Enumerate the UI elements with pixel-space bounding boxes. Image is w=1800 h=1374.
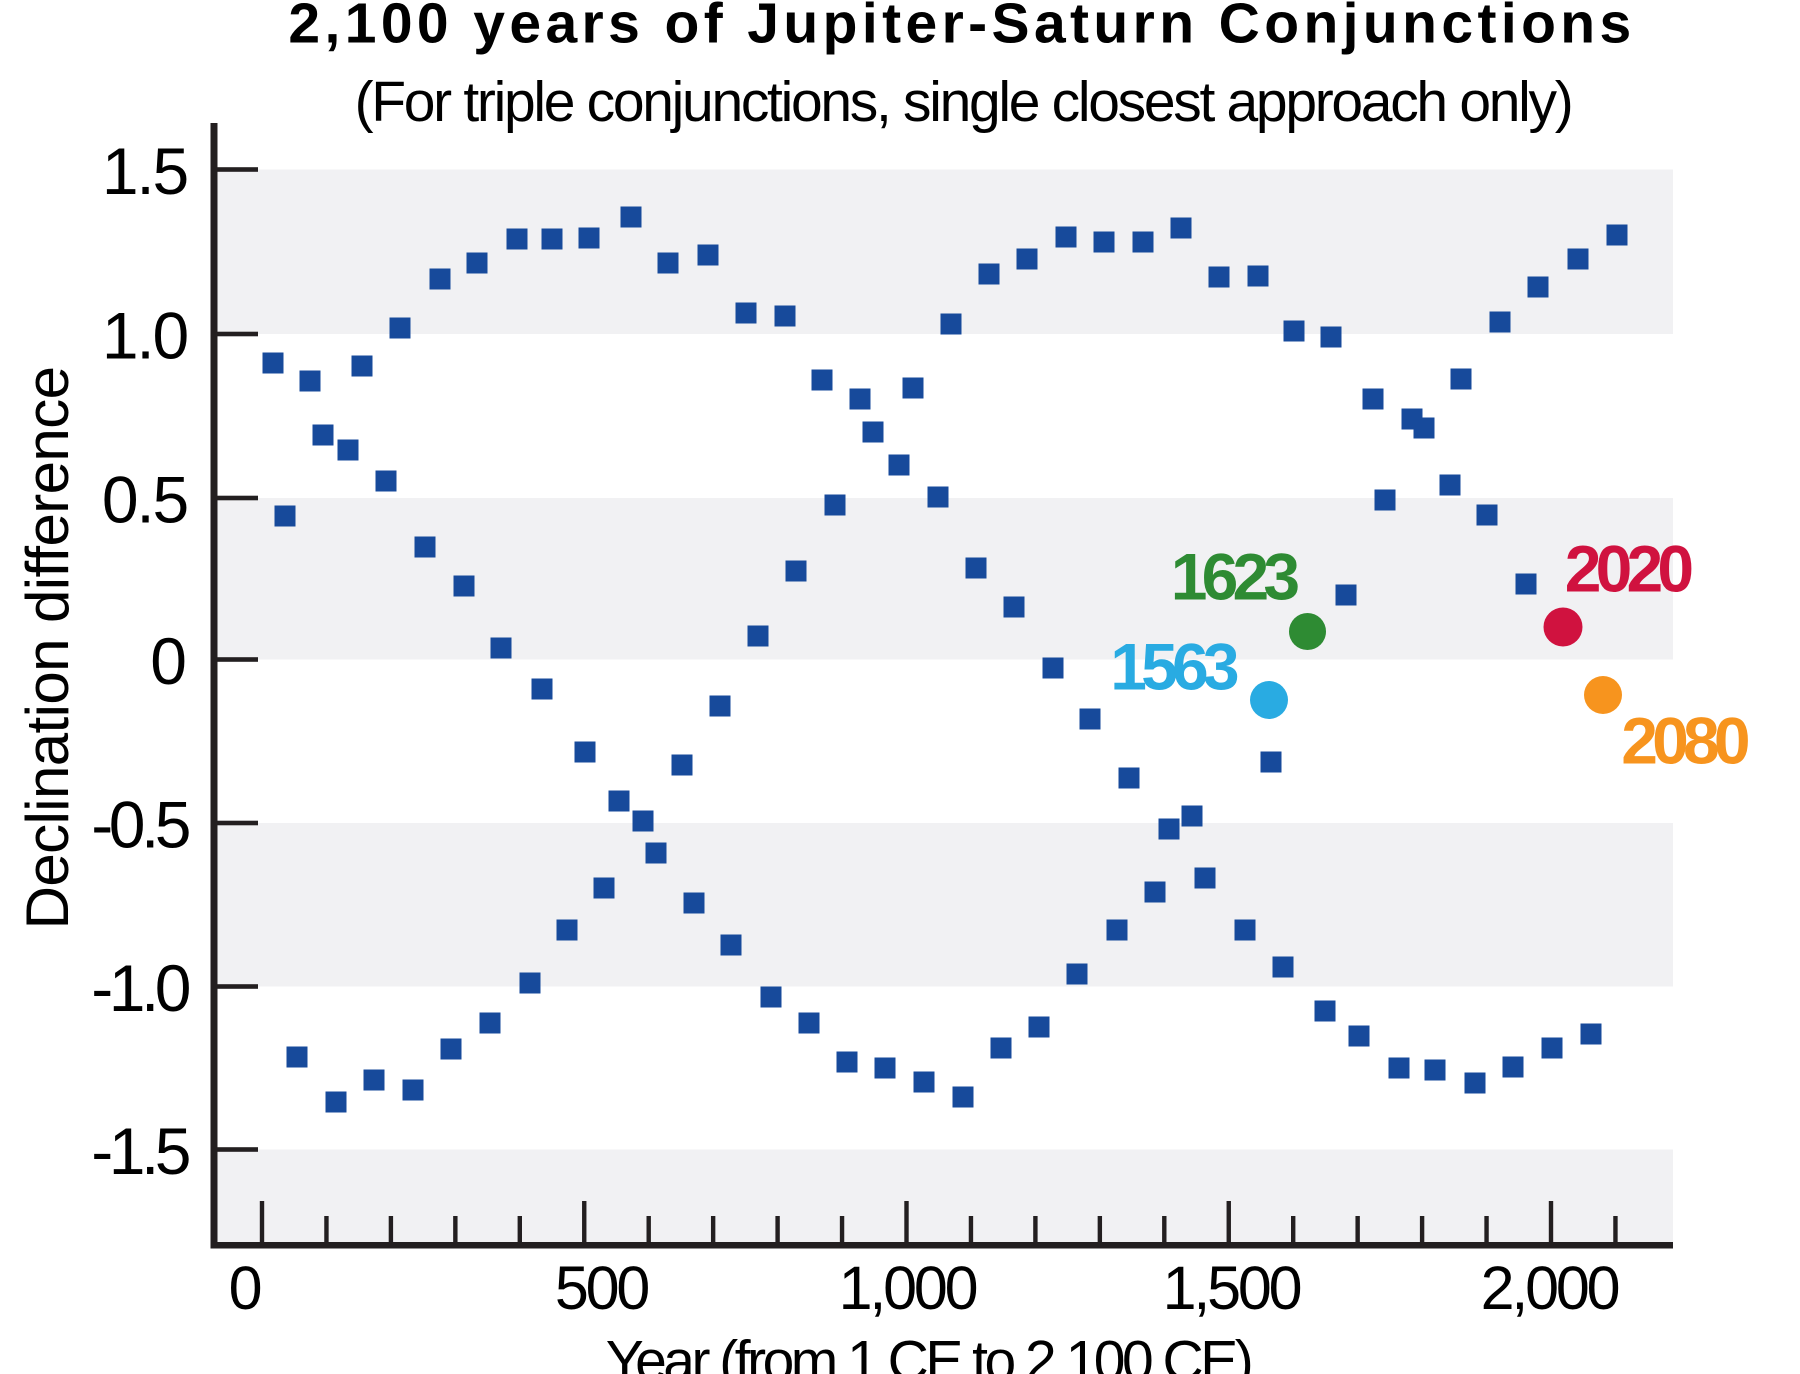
svg-text:Declination difference: Declination difference [14, 367, 81, 930]
svg-text:-0.5: -0.5 [91, 788, 189, 862]
svg-text:1563: 1563 [1110, 630, 1238, 704]
svg-text:0: 0 [229, 1254, 261, 1322]
svg-text:500: 500 [555, 1254, 648, 1322]
svg-text:1.5: 1.5 [102, 134, 187, 208]
svg-text:1.0: 1.0 [102, 299, 188, 373]
svg-text:2,000: 2,000 [1481, 1254, 1619, 1322]
svg-text:1623: 1623 [1171, 540, 1299, 614]
svg-text:-1.0: -1.0 [91, 951, 190, 1025]
svg-text:Year (from 1 CE to 2,100 CE): Year (from 1 CE to 2,100 CE) [606, 1329, 1251, 1374]
svg-text:(For triple conjunctions, sing: (For triple conjunctions, single closest… [355, 70, 1572, 134]
svg-text:0.5: 0.5 [102, 463, 187, 537]
svg-text:2,100 years of Jupiter-Saturn: 2,100 years of Jupiter-Saturn Conjunctio… [288, 0, 1635, 56]
svg-text:1,500: 1,500 [1163, 1254, 1301, 1322]
svg-text:2020: 2020 [1565, 532, 1692, 606]
svg-text:2080: 2080 [1621, 704, 1748, 778]
svg-text:1,000: 1,000 [839, 1254, 977, 1322]
svg-text:0: 0 [150, 624, 187, 698]
svg-text:-1.5: -1.5 [91, 1114, 189, 1188]
